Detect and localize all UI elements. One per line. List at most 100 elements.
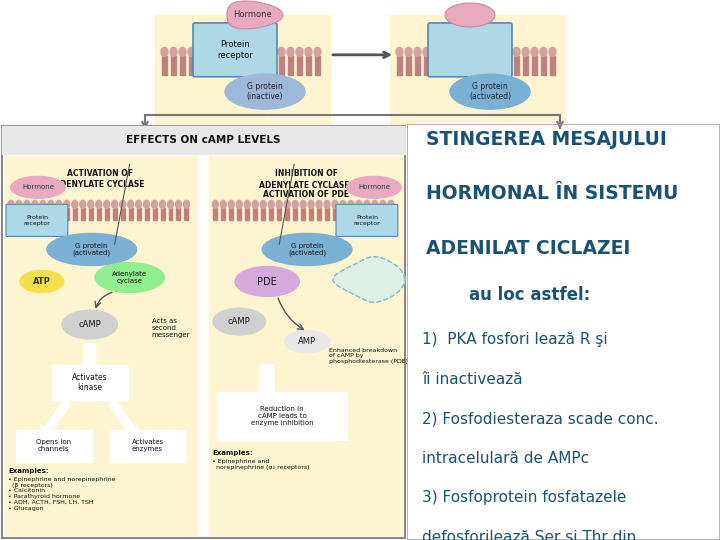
Text: defosforilează Ser şi Thr din: defosforilează Ser şi Thr din [423,530,636,540]
Text: ATP: ATP [33,277,51,286]
Bar [2,126,405,154]
Text: Hormone: Hormone [233,10,271,19]
Text: cAMP: cAMP [228,317,251,326]
Ellipse shape [269,200,274,208]
Ellipse shape [549,48,556,56]
Bar [9,208,13,220]
Ellipse shape [356,200,362,208]
Bar [16,430,91,462]
Ellipse shape [233,48,240,56]
Bar [325,208,329,220]
FancyBboxPatch shape [6,204,68,237]
Ellipse shape [300,200,306,208]
Ellipse shape [120,200,125,208]
FancyBboxPatch shape [428,23,512,77]
Bar [505,56,510,75]
Ellipse shape [540,48,547,56]
Bar [57,208,60,220]
Bar [109,430,186,462]
Text: Opens ion
channels: Opens ion channels [36,440,71,453]
Bar [198,56,203,75]
Ellipse shape [112,200,117,208]
Bar [52,364,127,400]
Bar [288,56,293,75]
Bar [269,208,273,220]
Text: ACTIVATION OF
ADENYLATE CYCLASE: ACTIVATION OF ADENYLATE CYCLASE [55,169,145,188]
Ellipse shape [215,48,222,56]
Bar [234,56,239,75]
Bar [365,208,369,220]
Bar [442,56,447,75]
Ellipse shape [423,48,430,56]
Text: • Epinephrine and
  norepinephrine (α₂ receptors): • Epinephrine and norepinephrine (α₂ rec… [212,459,310,470]
FancyArrow shape [109,400,138,436]
Bar [397,56,402,75]
Ellipse shape [212,200,218,208]
Bar [96,208,101,220]
Bar [49,208,53,220]
Bar [381,208,385,220]
Bar [112,208,117,220]
Bar [389,208,393,220]
Ellipse shape [305,48,312,56]
Bar [129,208,132,220]
Bar [333,208,337,220]
Text: îi inactivează: îi inactivează [423,372,523,387]
Ellipse shape [228,200,234,208]
Ellipse shape [450,75,530,109]
Ellipse shape [450,48,457,56]
Ellipse shape [244,200,251,208]
Bar [184,208,189,220]
Bar [65,208,69,220]
Bar [221,208,225,220]
Ellipse shape [179,48,186,56]
Bar [341,208,345,220]
Ellipse shape [477,48,484,56]
Bar [415,56,420,75]
Ellipse shape [260,48,267,56]
Ellipse shape [380,200,386,208]
Bar [73,208,77,220]
Ellipse shape [296,48,303,56]
Bar [168,208,173,220]
Ellipse shape [441,48,448,56]
Ellipse shape [63,310,117,339]
Bar [246,208,249,220]
Ellipse shape [11,176,66,198]
Polygon shape [227,1,283,29]
Ellipse shape [127,200,134,208]
Bar [433,56,438,75]
FancyBboxPatch shape [336,204,398,237]
Bar [523,56,528,75]
Ellipse shape [184,200,189,208]
Bar [238,208,241,220]
FancyBboxPatch shape [193,23,277,77]
Ellipse shape [161,48,168,56]
Text: STINGEREA MESAJULUI: STINGEREA MESAJULUI [426,131,667,150]
Ellipse shape [314,48,321,56]
Bar [225,56,230,75]
Text: 2) Fosfodiesteraza scade conc.: 2) Fosfodiesteraza scade conc. [423,411,659,426]
Text: Examples:: Examples: [212,450,253,456]
Bar [137,208,140,220]
Bar [253,208,257,220]
Ellipse shape [168,200,174,208]
Ellipse shape [308,200,314,208]
Bar [469,56,474,75]
Ellipse shape [40,200,46,208]
Bar [161,208,164,220]
Text: au loc astfel:: au loc astfel: [469,286,590,305]
Text: Hormone: Hormone [358,184,390,190]
Ellipse shape [432,48,439,56]
Ellipse shape [56,200,62,208]
Text: HORMONAL ÎN SISTEMU: HORMONAL ÎN SISTEMU [426,185,678,204]
Bar [33,208,37,220]
Bar [5,156,197,535]
Ellipse shape [80,200,86,208]
Ellipse shape [278,48,285,56]
Bar [176,208,181,220]
Bar [261,208,265,220]
Bar [104,208,109,220]
Ellipse shape [32,200,38,208]
Ellipse shape [287,48,294,56]
